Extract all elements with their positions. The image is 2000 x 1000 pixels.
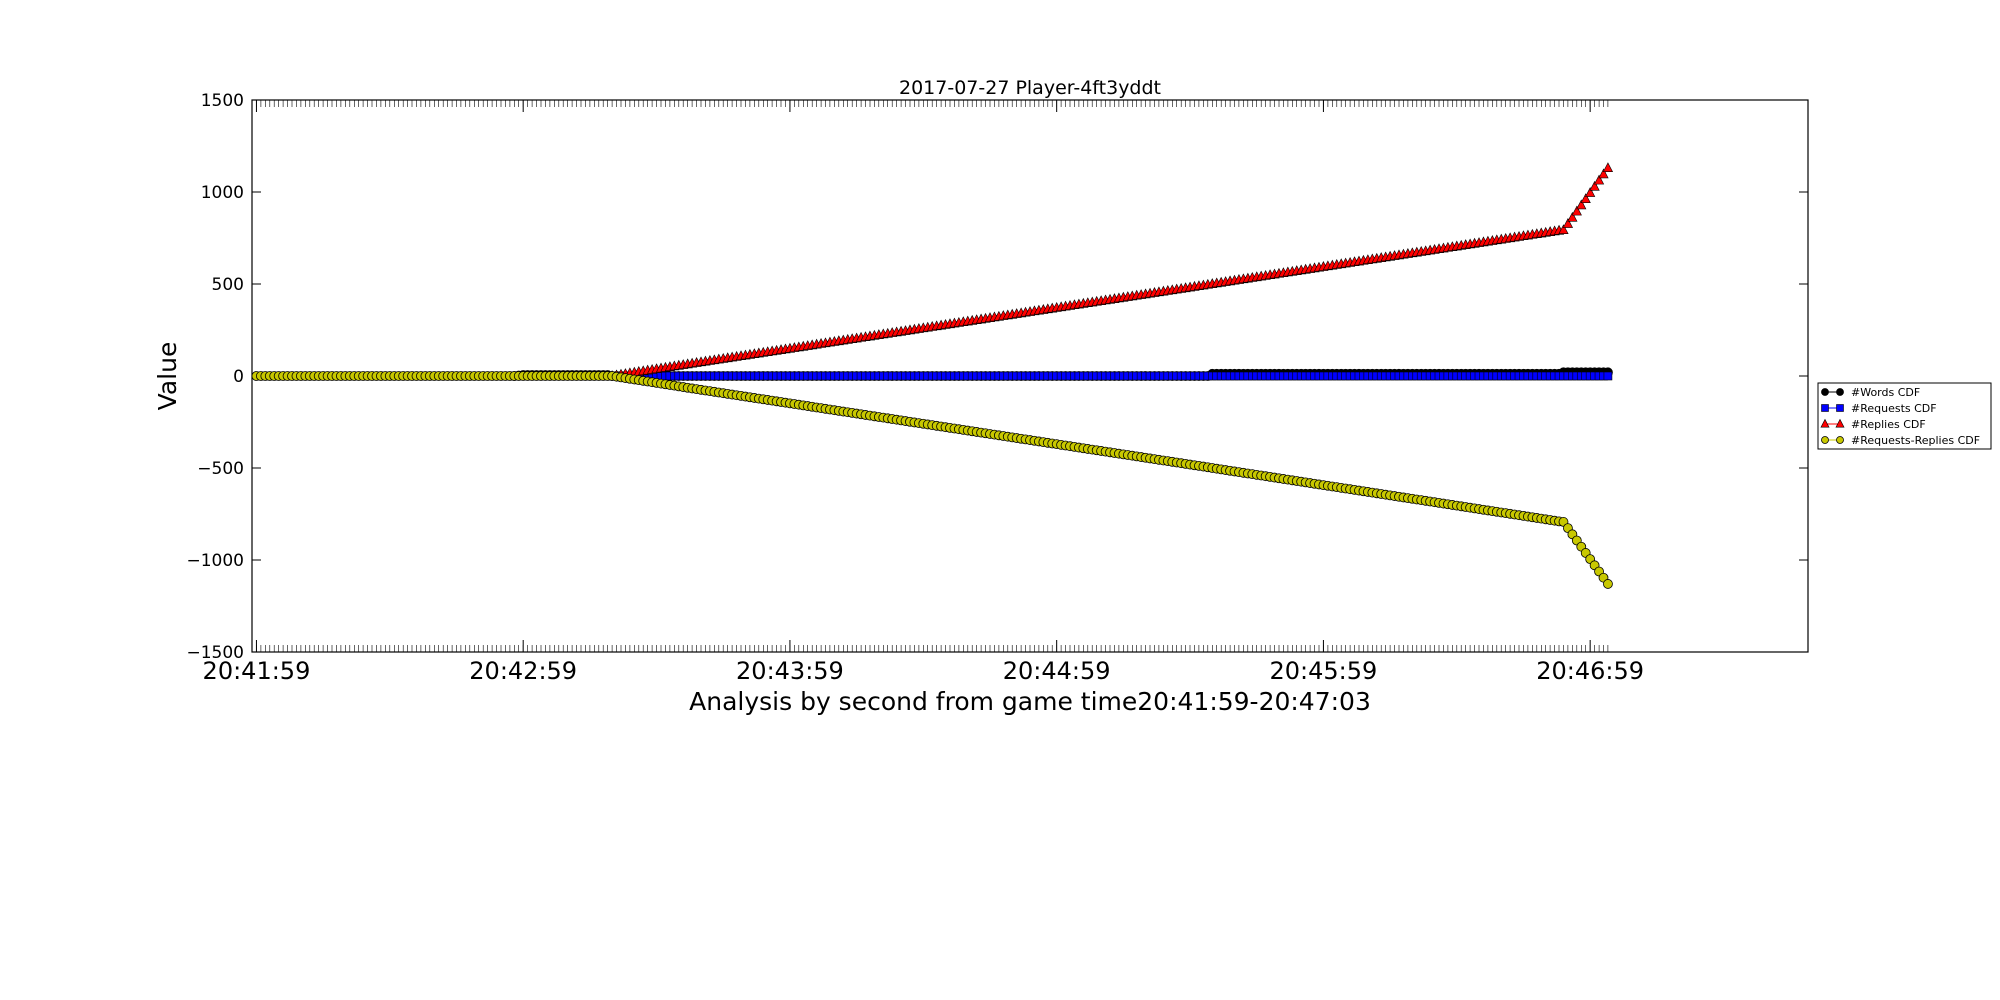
data-point (1593, 174, 1605, 185)
y-tick-label: 1500 (201, 91, 244, 111)
data-point (1598, 168, 1609, 179)
legend-box (1817, 382, 1992, 450)
data-point (1602, 162, 1614, 173)
chart-title: 2017-07-27 Player-4ft3yddt (899, 77, 1161, 99)
data-point (1585, 187, 1596, 197)
x-tick-label: 20:42:59 (469, 657, 577, 685)
legend-label: #Replies CDF (1851, 418, 1926, 431)
data-point (1821, 404, 1829, 412)
y-tick-label: 0 (233, 367, 244, 387)
data-point (1836, 404, 1844, 412)
legend-label: #Requests CDF (1851, 402, 1937, 415)
y-tick-label: −1000 (186, 551, 244, 571)
data-point (1603, 579, 1613, 589)
x-tick-label: 20:43:59 (736, 657, 844, 685)
y-tick-label: 1000 (201, 183, 244, 203)
legend-label: #Requests-Replies CDF (1851, 434, 1980, 447)
legend-item: #Requests CDF (1821, 402, 1937, 415)
data-point (1836, 388, 1844, 396)
x-tick-label: 20:45:59 (1270, 657, 1378, 685)
legend-item: #Words CDF (1821, 386, 1920, 399)
legend: #Words CDF #Requests CDF #Replies CDF #Requ… (1817, 382, 1992, 450)
data-point (1567, 211, 1578, 222)
legend-item: #Requests-Replies CDF (1821, 434, 1980, 447)
y-tick-label: −1500 (186, 643, 244, 663)
x-tick-label: 20:41:59 (203, 657, 311, 685)
data-point (1562, 218, 1574, 228)
x-tick-label: 20:46:59 (1536, 657, 1644, 685)
data-point (1821, 388, 1829, 396)
data-point (1558, 224, 1569, 235)
data-point (1820, 418, 1830, 428)
data-point (1603, 371, 1613, 381)
y-tick-label: 500 (212, 275, 244, 295)
data-point (1835, 418, 1845, 428)
y-tick-label: −500 (197, 459, 244, 479)
data-point (1580, 193, 1591, 204)
data-point (1836, 436, 1844, 444)
series-requests-replies-cdf (251, 371, 1613, 589)
legend-item: #Replies CDF (1820, 418, 1926, 431)
data-point (1821, 436, 1829, 444)
x-tick-label: 20:44:59 (1003, 657, 1111, 685)
data-point (1576, 199, 1587, 210)
data-point (1571, 205, 1582, 216)
x-axis-label: Analysis by second from game time20:41:5… (689, 687, 1371, 716)
legend-label: #Words CDF (1851, 386, 1920, 399)
data-point (1589, 180, 1600, 191)
y-axis-label: Value (153, 342, 182, 411)
